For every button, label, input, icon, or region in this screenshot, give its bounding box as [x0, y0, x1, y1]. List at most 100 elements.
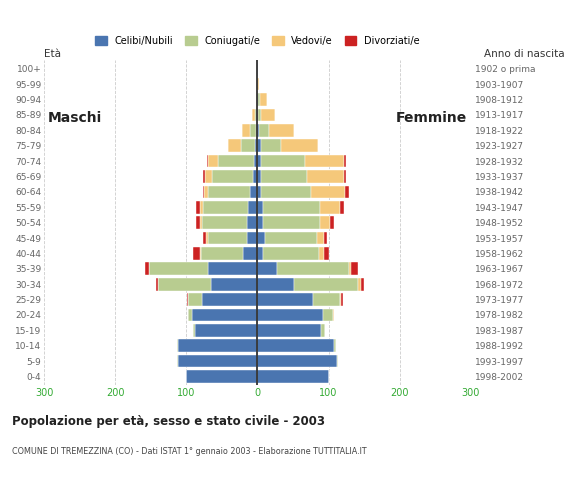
Bar: [258, 293, 313, 306]
Bar: [257, 108, 258, 121]
Bar: [258, 185, 261, 198]
Bar: [258, 247, 263, 260]
Bar: [281, 139, 318, 152]
Bar: [321, 324, 325, 336]
Bar: [188, 309, 192, 321]
Bar: [258, 139, 261, 152]
Bar: [349, 263, 351, 275]
Bar: [258, 355, 337, 368]
Bar: [243, 247, 258, 260]
Bar: [258, 232, 264, 244]
Bar: [345, 155, 346, 168]
Bar: [263, 201, 320, 214]
Bar: [258, 78, 259, 90]
Bar: [193, 247, 200, 260]
Bar: [324, 247, 329, 260]
Bar: [200, 247, 201, 260]
Bar: [258, 339, 334, 352]
Bar: [334, 339, 336, 352]
Bar: [269, 124, 293, 136]
Bar: [257, 93, 258, 106]
Bar: [337, 355, 338, 368]
Bar: [208, 185, 251, 198]
Bar: [340, 293, 342, 306]
Bar: [208, 232, 246, 244]
Bar: [318, 247, 324, 260]
Bar: [149, 263, 208, 275]
Bar: [242, 124, 251, 136]
Bar: [211, 278, 258, 290]
Bar: [188, 293, 202, 306]
Bar: [196, 216, 200, 229]
Bar: [196, 201, 200, 214]
Bar: [206, 232, 208, 244]
Bar: [258, 201, 263, 214]
Bar: [295, 278, 358, 290]
Bar: [248, 201, 258, 214]
Bar: [252, 108, 255, 121]
Bar: [358, 278, 361, 290]
Bar: [202, 216, 248, 229]
Bar: [145, 263, 148, 275]
Text: COMUNE DI TREMEZZINA (CO) - Dati ISTAT 1° gennaio 2003 - Elaborazione TUTTITALIA: COMUNE DI TREMEZZINA (CO) - Dati ISTAT 1…: [12, 446, 366, 456]
Bar: [330, 216, 334, 229]
Bar: [177, 339, 178, 352]
Bar: [193, 324, 195, 336]
Bar: [340, 201, 343, 214]
Bar: [187, 293, 188, 306]
Bar: [263, 247, 318, 260]
Bar: [258, 263, 277, 275]
Bar: [320, 201, 340, 214]
Bar: [258, 124, 259, 136]
Bar: [258, 278, 295, 290]
Bar: [257, 62, 258, 75]
Bar: [258, 309, 323, 321]
Bar: [148, 263, 149, 275]
Bar: [317, 232, 324, 244]
Bar: [261, 108, 276, 121]
Bar: [311, 185, 345, 198]
Bar: [200, 216, 202, 229]
Bar: [320, 216, 330, 229]
Bar: [178, 355, 258, 368]
Bar: [256, 124, 258, 136]
Bar: [305, 155, 345, 168]
Bar: [258, 108, 261, 121]
Bar: [202, 232, 206, 244]
Text: Età: Età: [44, 48, 61, 59]
Bar: [324, 232, 327, 244]
Bar: [177, 355, 178, 368]
Bar: [229, 139, 241, 152]
Text: Popolazione per età, sesso e stato civile - 2003: Popolazione per età, sesso e stato civil…: [12, 415, 325, 428]
Bar: [258, 155, 261, 168]
Bar: [208, 155, 218, 168]
Bar: [192, 309, 258, 321]
Bar: [261, 139, 281, 152]
Bar: [258, 370, 329, 383]
Bar: [323, 309, 333, 321]
Bar: [157, 278, 158, 290]
Bar: [201, 247, 243, 260]
Text: Femmine: Femmine: [396, 111, 467, 125]
Bar: [241, 139, 255, 152]
Bar: [251, 185, 258, 198]
Bar: [263, 216, 320, 229]
Bar: [178, 339, 258, 352]
Bar: [212, 170, 253, 183]
Text: Anno di nascita: Anno di nascita: [484, 48, 564, 59]
Bar: [246, 232, 258, 244]
Bar: [204, 170, 205, 183]
Bar: [186, 370, 258, 383]
Bar: [307, 170, 343, 183]
Bar: [195, 324, 258, 336]
Bar: [261, 185, 311, 198]
Bar: [218, 155, 254, 168]
Bar: [258, 324, 321, 336]
Bar: [258, 93, 260, 106]
Legend: Celibi/Nubili, Coniugati/e, Vedovi/e, Divorziati/e: Celibi/Nubili, Coniugati/e, Vedovi/e, Di…: [95, 36, 420, 46]
Bar: [261, 170, 307, 183]
Text: Maschi: Maschi: [48, 111, 102, 125]
Bar: [351, 263, 358, 275]
Bar: [260, 93, 267, 106]
Bar: [207, 155, 208, 168]
